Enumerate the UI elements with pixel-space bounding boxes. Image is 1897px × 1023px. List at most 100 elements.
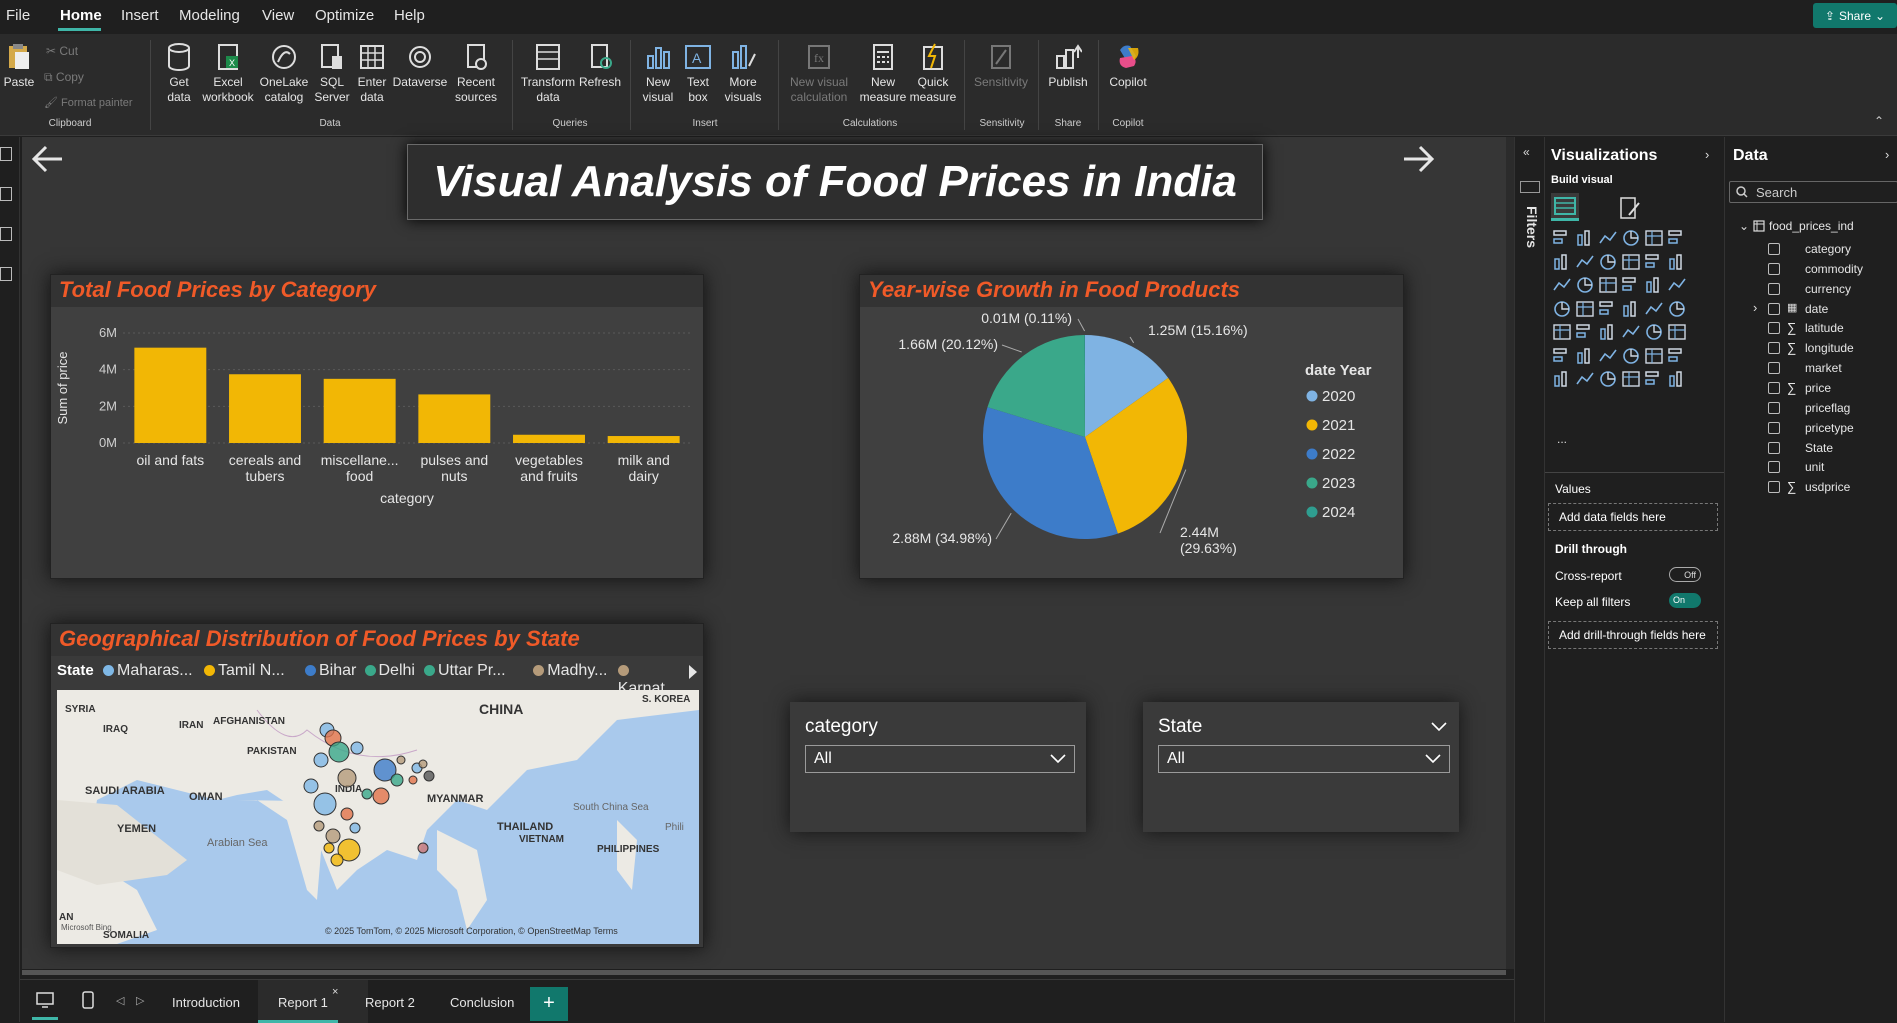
- filled-map-icon[interactable]: [1597, 298, 1619, 320]
- field-checkbox[interactable]: [1768, 243, 1780, 255]
- map-bubble[interactable]: [328, 741, 350, 763]
- map-bubble[interactable]: [373, 758, 397, 782]
- map-bubble[interactable]: [313, 820, 325, 832]
- arrow-right-icon[interactable]: [1398, 142, 1438, 176]
- table-icon[interactable]: [1620, 321, 1642, 343]
- stacked-column-icon[interactable]: [1574, 227, 1596, 249]
- card-icon[interactable]: [1551, 321, 1573, 343]
- field-priceflag[interactable]: priceflag: [1725, 400, 1897, 420]
- get-data-button[interactable]: Get data: [158, 42, 200, 105]
- keep-all-filters-toggle[interactable]: On: [1669, 593, 1701, 608]
- field-checkbox[interactable]: [1768, 401, 1780, 414]
- pie-slice[interactable]: [1084, 335, 1085, 437]
- pie-slice[interactable]: [1085, 335, 1169, 437]
- enter-data-button[interactable]: Enter data: [355, 42, 389, 105]
- pie-chart-visual[interactable]: Year-wise Growth in Food Products 1.25M …: [859, 274, 1404, 579]
- refresh-button[interactable]: Refresh: [578, 42, 622, 90]
- mobile-layout-icon[interactable]: [82, 991, 94, 1009]
- sensitivity-button[interactable]: Sensitivity: [970, 42, 1032, 90]
- field-category[interactable]: category: [1725, 241, 1897, 261]
- bar-chart-visual[interactable]: Total Food Prices by Category 0M 2M 4M 6M Su…: [50, 274, 704, 579]
- category-dropdown[interactable]: All: [805, 745, 1075, 773]
- new-visual-calculation-button[interactable]: fx New visual calculation: [784, 42, 854, 105]
- python-visual-icon[interactable]: [1551, 345, 1573, 367]
- legend-next-icon[interactable]: [687, 664, 699, 680]
- pie-legend-item[interactable]: 2021: [1322, 417, 1355, 434]
- bar[interactable]: [607, 436, 680, 443]
- qa-icon[interactable]: [1620, 345, 1642, 367]
- map-bubble[interactable]: [325, 828, 341, 844]
- table-view-icon[interactable]: [0, 187, 12, 201]
- map-bubble[interactable]: [337, 768, 357, 788]
- field-state[interactable]: State: [1725, 440, 1897, 460]
- sql-server-button[interactable]: SQL Server: [312, 42, 352, 105]
- field-date[interactable]: › ▦ date: [1725, 300, 1897, 321]
- bar[interactable]: [229, 374, 301, 443]
- new-measure-button[interactable]: New measure: [858, 42, 908, 105]
- recent-sources-button[interactable]: Recent sources: [450, 42, 502, 105]
- chevrons-icon[interactable]: [1666, 368, 1688, 390]
- field-checkbox[interactable]: [1768, 262, 1780, 275]
- canvas-vertical-scrollbar[interactable]: [1506, 137, 1514, 969]
- line-column-icon[interactable]: [1643, 251, 1665, 273]
- field-checkbox[interactable]: [1768, 322, 1780, 335]
- next-page-icon[interactable]: ▷: [136, 995, 145, 1007]
- stacked-area-icon[interactable]: [1597, 251, 1619, 273]
- text-box-button[interactable]: A Text box: [680, 42, 716, 105]
- decomposition-tree-icon[interactable]: [1597, 345, 1619, 367]
- chevron-down-icon[interactable]: ⌄: [1739, 219, 1750, 233]
- state-slicer[interactable]: State All: [1143, 702, 1459, 832]
- metrics-icon[interactable]: [1666, 345, 1688, 367]
- map-legend-item[interactable]: Madhy...: [533, 662, 607, 680]
- drill-through-drop-well[interactable]: Add drill-through fields here: [1548, 621, 1718, 649]
- kpi-icon[interactable]: [1574, 321, 1596, 343]
- matrix-icon[interactable]: [1643, 321, 1665, 343]
- chevron-down-icon[interactable]: [1431, 722, 1447, 732]
- menu-view[interactable]: View: [262, 7, 295, 24]
- filters-pane-collapsed[interactable]: « Filters: [1514, 137, 1544, 1022]
- waterfall-icon[interactable]: [1574, 274, 1596, 296]
- cut-button[interactable]: ✂ Cut: [46, 44, 78, 58]
- dataverse-button[interactable]: Dataverse: [392, 42, 448, 90]
- map-credits[interactable]: © 2025 TomTom, © 2025 Microsoft Corporat…: [325, 926, 618, 936]
- map-icon[interactable]: [1574, 298, 1596, 320]
- scatter-icon[interactable]: [1620, 274, 1642, 296]
- clustered-column-icon[interactable]: [1620, 227, 1642, 249]
- field-unit[interactable]: unit: [1725, 459, 1897, 479]
- collapse-ribbon-icon[interactable]: ⌃: [1874, 114, 1885, 128]
- collapse-pane-icon[interactable]: ›: [1705, 147, 1710, 162]
- map-visual[interactable]: Geographical Distribution of Food Prices…: [50, 623, 704, 948]
- model-view-icon[interactable]: [0, 227, 12, 241]
- onelake-catalog-button[interactable]: OneLake catalog: [258, 42, 310, 105]
- tab-report-1[interactable]: Report 1: [278, 995, 328, 1010]
- transform-data-button[interactable]: Transform data: [520, 42, 576, 105]
- menu-home[interactable]: Home: [60, 7, 102, 24]
- 100-area-icon[interactable]: [1620, 251, 1642, 273]
- paginated-icon[interactable]: [1551, 368, 1573, 390]
- field-checkbox[interactable]: [1768, 342, 1780, 355]
- quick-measure-button[interactable]: Quick measure: [908, 42, 958, 105]
- report-view-icon[interactable]: [0, 147, 12, 161]
- donut-icon[interactable]: [1666, 274, 1688, 296]
- funnel-icon[interactable]: [1597, 274, 1619, 296]
- power-apps-icon[interactable]: [1574, 368, 1596, 390]
- filters-label[interactable]: Filters: [1524, 206, 1540, 249]
- pie-slice[interactable]: [983, 407, 1118, 539]
- excel-workbook-button[interactable]: X Excel workbook: [201, 42, 255, 105]
- map-bubble[interactable]: [303, 778, 319, 794]
- category-slicer[interactable]: category All: [790, 702, 1086, 832]
- shape-map-icon[interactable]: [1620, 298, 1642, 320]
- bar[interactable]: [418, 394, 491, 443]
- map-bubble[interactable]: [349, 822, 361, 834]
- field-market[interactable]: market: [1725, 360, 1897, 380]
- data-search-input[interactable]: Search: [1729, 181, 1897, 203]
- close-tab-icon[interactable]: ×: [332, 986, 339, 998]
- bar[interactable]: [323, 378, 396, 443]
- map-bubble[interactable]: [423, 770, 435, 782]
- 100-bar-icon[interactable]: [1643, 227, 1665, 249]
- share-button[interactable]: ⇪ Share ⌄: [1813, 3, 1897, 28]
- field-price[interactable]: ∑ price: [1725, 380, 1897, 400]
- menu-optimize[interactable]: Optimize: [315, 7, 375, 24]
- line-clustered-icon[interactable]: [1666, 251, 1688, 273]
- tab-introduction[interactable]: Introduction: [172, 995, 240, 1010]
